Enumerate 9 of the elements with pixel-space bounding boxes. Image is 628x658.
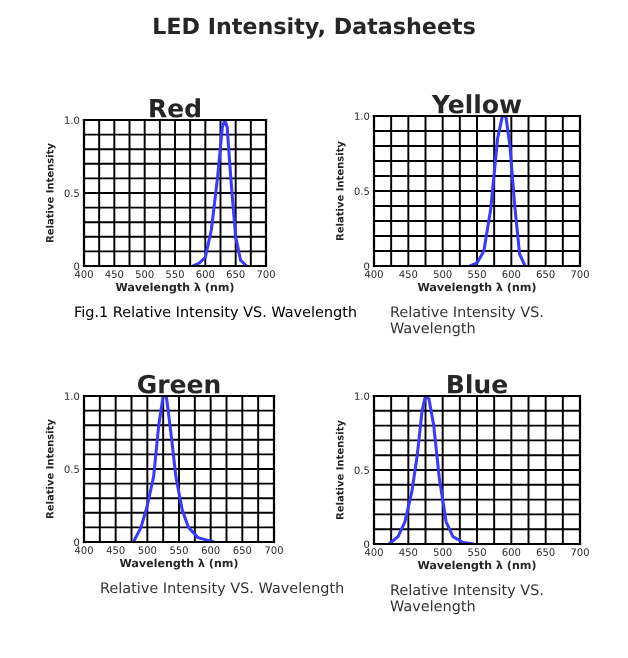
chart-title: Blue bbox=[448, 374, 507, 394]
chart-title: Green bbox=[137, 374, 220, 394]
chart-title: Red bbox=[150, 98, 200, 118]
line-series bbox=[387, 396, 476, 544]
text: LED Intensity, Datasheets bbox=[154, 17, 475, 39]
line-series bbox=[191, 120, 249, 266]
line-series bbox=[468, 116, 527, 266]
line-series bbox=[131, 396, 216, 542]
chart-title: Yellow bbox=[431, 94, 522, 114]
